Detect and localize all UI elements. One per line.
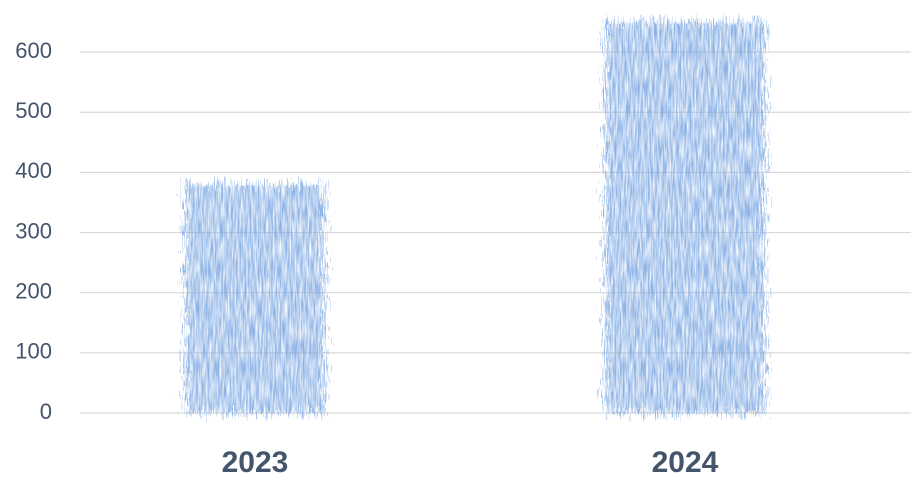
x-tick-label: 2023: [222, 446, 289, 479]
y-tick-label: 100: [15, 339, 52, 364]
y-tick-label: 400: [15, 158, 52, 183]
y-tick-label: 600: [15, 38, 52, 63]
y-tick-label: 500: [15, 98, 52, 123]
y-tick-label: 0: [40, 399, 52, 424]
y-tick-label: 300: [15, 218, 52, 243]
y-tick-label: 200: [15, 279, 52, 304]
x-tick-label: 2024: [652, 446, 719, 479]
bar: [185, 184, 325, 413]
bar: [605, 22, 765, 413]
